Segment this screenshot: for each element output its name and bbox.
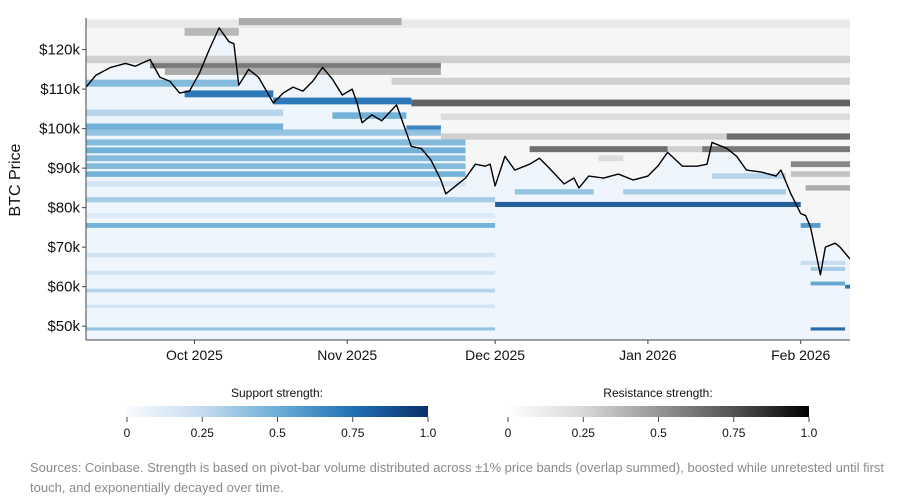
x-ticks: Oct 2025 Nov 2025 Dec 2025 Jan 2026 Feb 2026 [166,340,830,363]
btc-price-line [86,27,850,276]
support-band [86,304,496,309]
support-band [800,223,821,228]
heatmap [86,18,850,340]
y-tick-label: $70k [47,239,80,256]
support-band [810,327,846,331]
legend-tick-label: 0.75 [341,426,365,440]
support-legend: Support strength: 0 0.25 0.5 0.75 1.0 [124,386,437,440]
resistance-band [150,60,441,69]
resistance-band [391,77,850,85]
support-colorbar [127,406,428,417]
y-tick-label: $110k [40,81,80,98]
y-tick-label: $50k [47,318,80,335]
support-band [86,327,496,331]
support-band [514,189,594,195]
support-band [86,252,496,258]
support-band [711,173,786,179]
support-band [86,288,496,293]
support-band [86,147,466,154]
resistance-band [440,113,850,121]
resistance-legend-title: Resistance strength: [603,386,712,400]
resistance-band [667,146,703,153]
resistance-colorbar [508,406,809,417]
support-band [406,125,441,132]
y-tick-label: $100k [39,121,80,138]
support-band [86,155,466,162]
support-band [86,197,496,203]
support-band [86,163,466,170]
resistance-band [184,27,239,36]
support-band [86,213,496,219]
resistance-band [238,18,402,26]
legend-tick-label: 1.0 [420,426,437,440]
resistance-band [86,19,850,28]
support-band [86,223,496,228]
support-band [810,266,846,271]
legend-tick-label: 0.5 [650,426,667,440]
support-legend-title: Support strength: [231,386,323,400]
y-tick-label: $80k [47,200,80,217]
resistance-band [164,67,441,75]
resistance-legend: Resistance strength: 0 0.25 0.5 0.75 1.0 [505,386,818,440]
resistance-band [440,133,850,140]
support-band [86,139,466,146]
support-band [86,109,284,117]
legend-tick-label: 0 [124,426,131,440]
x-tick-label: Oct 2025 [166,347,223,363]
support-band [86,123,284,130]
resistance-band [86,55,850,64]
y-tick-label: $60k [47,279,80,296]
legend-tick-label: 0.25 [191,426,215,440]
support-band [184,90,274,98]
y-tick-label: $90k [47,160,80,177]
footnote: Sources: Coinbase. Strength is based on … [30,460,885,495]
x-tick-label: Dec 2025 [465,347,525,363]
support-band [623,189,786,195]
y-axis-label: BTC Price [7,143,24,216]
support-band [86,270,496,275]
x-tick-label: Jan 2026 [619,347,677,363]
resistance-band [805,185,850,191]
legend-tick-label: 0.5 [269,426,286,440]
resistance-band [790,171,850,177]
legend-tick-label: 0.25 [572,426,596,440]
support-band [332,112,407,119]
legend-tick-label: 1.0 [801,426,818,440]
resistance-band [411,99,850,107]
support-background [86,27,850,340]
support-band [273,97,412,105]
resistance-band [790,161,850,168]
resistance-band [726,133,850,140]
support-band [86,79,239,87]
support-band [495,201,801,208]
resistance-band [529,146,668,153]
legend-tick-label: 0.75 [722,426,746,440]
support-band [86,171,466,177]
x-tick-label: Feb 2026 [771,347,830,363]
support-band [845,284,850,289]
support-band [86,181,466,187]
support-band [810,281,846,286]
support-band [86,129,441,136]
legend-tick-label: 0 [505,426,512,440]
resistance-band [702,146,850,153]
resistance-band [598,155,624,162]
y-ticks: $120k $110k $100k $90k $80k $70k $60k $50k [39,42,86,335]
x-tick-label: Nov 2025 [317,347,377,363]
y-tick-label: $120k [39,42,80,59]
price-line-group [86,27,850,276]
